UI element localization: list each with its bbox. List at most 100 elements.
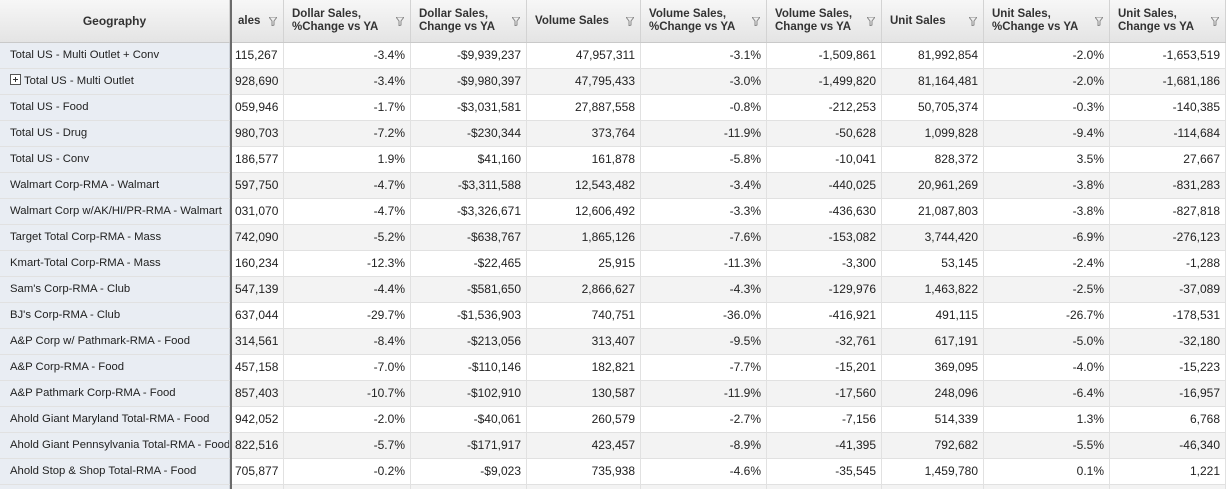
data-cell: 1,459,780 <box>882 459 984 484</box>
geography-cell[interactable]: Total US - Food <box>0 95 230 120</box>
data-cell: -7.7% <box>641 355 767 380</box>
table-row[interactable]: BJ's Corp-RMA - Club 637,044 -29.7% -$1,536… <box>0 303 1226 329</box>
expand-plus-icon[interactable] <box>10 74 21 85</box>
geography-cell[interactable]: Total US - Drug <box>0 121 230 146</box>
data-cell: -1,653,519 <box>1110 43 1226 68</box>
table-row[interactable]: Total US - Drug 980,703 -7.2% -$230,344 373,… <box>0 121 1226 147</box>
geography-cell[interactable]: Ahold Giant Pennsylvania Total-RMA - Foo… <box>0 433 230 458</box>
data-cell: -0.3% <box>984 95 1110 120</box>
data-cell: -5.8% <box>641 147 767 172</box>
data-cell: -2.7% <box>641 407 767 432</box>
data-cell: 314,561 <box>230 329 284 354</box>
filter-icon[interactable] <box>969 17 977 26</box>
table-row[interactable]: A&P Corp-RMA - Food 457,158 -7.0% -$110,146… <box>0 355 1226 381</box>
geography-cell[interactable]: Total US - Multi Outlet + Conv <box>0 43 230 68</box>
table-row[interactable]: Kmart-Total Corp-RMA - Mass 160,234 -12.3%… <box>0 251 1226 277</box>
data-cell: -4.0% <box>984 355 1110 380</box>
data-cell: -2.4% <box>984 251 1110 276</box>
table-row[interactable]: Sam's Corp-RMA - Club 547,139 -4.4% -$581,6… <box>0 277 1226 303</box>
data-cell: -$102,910 <box>411 381 527 406</box>
table-row[interactable]: Total US - Multi Outlet 928,690 -3.4% -$9,9… <box>0 69 1226 95</box>
table-row[interactable]: A&P Pathmark Corp-RMA - Food 857,403 -10.7… <box>0 381 1226 407</box>
geography-cell[interactable]: Target Total Corp-RMA - Mass <box>0 225 230 250</box>
filter-icon[interactable] <box>626 17 634 26</box>
column-header-8[interactable]: Unit Sales, %Change vs YA <box>984 0 1110 42</box>
column-header-label: Volume Sales, %Change vs YA <box>649 8 736 33</box>
column-header-1[interactable]: ales <box>230 0 284 42</box>
data-cell: 369,095 <box>882 355 984 380</box>
column-header-4[interactable]: Volume Sales <box>527 0 641 42</box>
geography-cell[interactable]: Walmart Corp w/AK/HI/PR-RMA - Walmart <box>0 199 230 224</box>
geography-label: Sam's Corp-RMA - Club <box>10 283 131 295</box>
geography-cell[interactable]: A&P Pathmark Corp-RMA - Food <box>0 381 230 406</box>
table-row[interactable]: Walmart Corp w/AK/HI/PR-RMA - Walmart 031… <box>0 199 1226 225</box>
data-cell: -114,684 <box>1110 121 1226 146</box>
data-cell: 313,407 <box>527 329 641 354</box>
data-cell: -$40,061 <box>411 407 527 432</box>
data-cell: -436,630 <box>767 199 882 224</box>
data-cell: 27,887,558 <box>527 95 641 120</box>
data-cell: 457,158 <box>230 355 284 380</box>
geography-label: A&P Pathmark Corp-RMA - Food <box>10 387 176 399</box>
geography-cell[interactable]: Total US - Conv <box>0 147 230 172</box>
geography-label: Kmart-Total Corp-RMA - Mass <box>10 257 161 269</box>
table-row[interactable]: Ahold Giant Pennsylvania Total-RMA - Foo… <box>0 433 1226 459</box>
data-cell: -50,628 <box>767 121 882 146</box>
column-header-7[interactable]: Unit Sales <box>882 0 984 42</box>
table-row[interactable]: Total US - Conv 186,577 1.9% $41,160 161,878… <box>0 147 1226 173</box>
data-cell: -7,156 <box>767 407 882 432</box>
table-row[interactable]: A&P Corp w/ Pathmark-RMA - Food 314,561 -8… <box>0 329 1226 355</box>
data-cell: -3,300 <box>767 251 882 276</box>
geography-cell[interactable]: Total US - Multi Outlet <box>0 69 230 94</box>
data-cell: -36.0% <box>641 303 767 328</box>
column-header-5[interactable]: Volume Sales, %Change vs YA <box>641 0 767 42</box>
data-cell: -6.9% <box>984 225 1110 250</box>
filter-icon[interactable] <box>752 17 760 26</box>
data-cell: 735,938 <box>527 459 641 484</box>
filter-icon[interactable] <box>1211 17 1219 26</box>
geography-cell[interactable]: Walmart Corp-RMA - Walmart <box>0 173 230 198</box>
geography-cell[interactable]: A&P Corp w/ Pathmark-RMA - Food <box>0 329 230 354</box>
data-cell: 705,877 <box>230 459 284 484</box>
table-row[interactable]: Total US - Food 059,946 -1.7% -$3,031,581 27… <box>0 95 1226 121</box>
column-header-9[interactable]: Unit Sales, Change vs YA <box>1110 0 1226 42</box>
geography-cell[interactable]: BJ's Corp-RMA - Club <box>0 303 230 328</box>
column-header-2[interactable]: Dollar Sales, %Change vs YA <box>284 0 411 42</box>
table-row[interactable]: Total US - Multi Outlet + Conv 115,267 -3.… <box>0 43 1226 69</box>
filter-icon[interactable] <box>269 17 277 26</box>
filter-icon[interactable] <box>867 17 875 26</box>
data-cell: -29.7% <box>284 303 411 328</box>
geography-label: Ahold Giant Pennsylvania Total-RMA - Foo… <box>10 439 230 451</box>
data-cell: 1.9% <box>284 147 411 172</box>
column-header-label: Volume Sales, Change vs YA <box>775 8 853 33</box>
data-cell: -16,957 <box>1110 381 1226 406</box>
geography-cell[interactable]: A&P Corp-RMA - Food <box>0 355 230 380</box>
table-row[interactable]: Target Total Corp-RMA - Mass 742,090 -5.2%… <box>0 225 1226 251</box>
geography-cell[interactable]: Ahold Giant Maryland Total-RMA - Food <box>0 407 230 432</box>
data-cell: -440,025 <box>767 173 882 198</box>
geography-cell[interactable] <box>0 485 230 489</box>
data-cell: 792,682 <box>882 433 984 458</box>
geography-cell[interactable]: Sam's Corp-RMA - Club <box>0 277 230 302</box>
geography-cell[interactable]: Kmart-Total Corp-RMA - Mass <box>0 251 230 276</box>
table-row[interactable]: Ahold Giant Maryland Total-RMA - Food 942… <box>0 407 1226 433</box>
table-row[interactable] <box>0 485 1226 489</box>
data-cell: -10,041 <box>767 147 882 172</box>
column-header-6[interactable]: Volume Sales, Change vs YA <box>767 0 882 42</box>
table-row[interactable]: Walmart Corp-RMA - Walmart 597,750 -4.7% -$… <box>0 173 1226 199</box>
frozen-column-divider[interactable] <box>230 0 232 489</box>
data-cell: 186,577 <box>230 147 284 172</box>
column-header-label: Unit Sales, %Change vs YA <box>992 8 1079 33</box>
column-header-3[interactable]: Dollar Sales, Change vs YA <box>411 0 527 42</box>
data-cell: 547,139 <box>230 277 284 302</box>
filter-icon[interactable] <box>396 17 404 26</box>
data-cell: -$3,311,588 <box>411 173 527 198</box>
data-cell: -7.0% <box>284 355 411 380</box>
filter-icon[interactable] <box>1095 17 1103 26</box>
table-row[interactable]: Ahold Stop & Shop Total-RMA - Food 705,87… <box>0 459 1226 485</box>
geography-column-header[interactable]: Geography <box>0 0 230 42</box>
geography-cell[interactable]: Ahold Stop & Shop Total-RMA - Food <box>0 459 230 484</box>
filter-icon[interactable] <box>512 17 520 26</box>
data-cell: -$1,536,903 <box>411 303 527 328</box>
data-cell: -3.8% <box>984 199 1110 224</box>
